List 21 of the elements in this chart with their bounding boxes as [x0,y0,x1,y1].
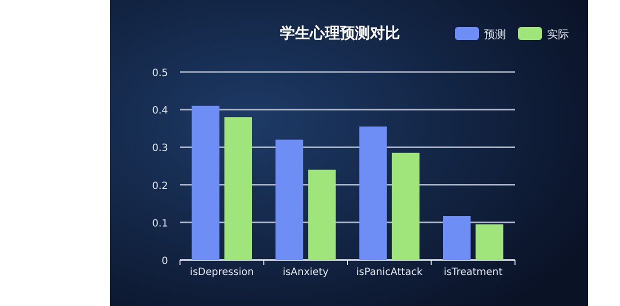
y-tick-label: 0.3 [152,143,168,154]
bar [442,216,471,260]
chart-title: 学生心理预测对比 [280,24,400,42]
x-tick-label: isTreatment [444,267,503,278]
legend-label: 预测 [484,28,506,41]
x-tick-label: isAnxiety [282,267,329,278]
bar [275,140,304,260]
y-tick-label: 0.4 [152,106,168,117]
bar [359,126,387,260]
y-tick-label: 0.1 [152,218,168,230]
bar [392,152,420,260]
bar [308,170,336,260]
bar [476,224,504,260]
bar [224,117,252,260]
y-tick-label: 0.5 [152,68,168,79]
x-tick-label: isPanicAttack [356,267,423,278]
x-tick-label: isDepression [190,267,254,278]
y-tick-label: 0.2 [152,180,168,192]
legend-label: 实际 [547,28,569,41]
y-tick-label: 0 [162,256,168,267]
bar [192,106,220,260]
